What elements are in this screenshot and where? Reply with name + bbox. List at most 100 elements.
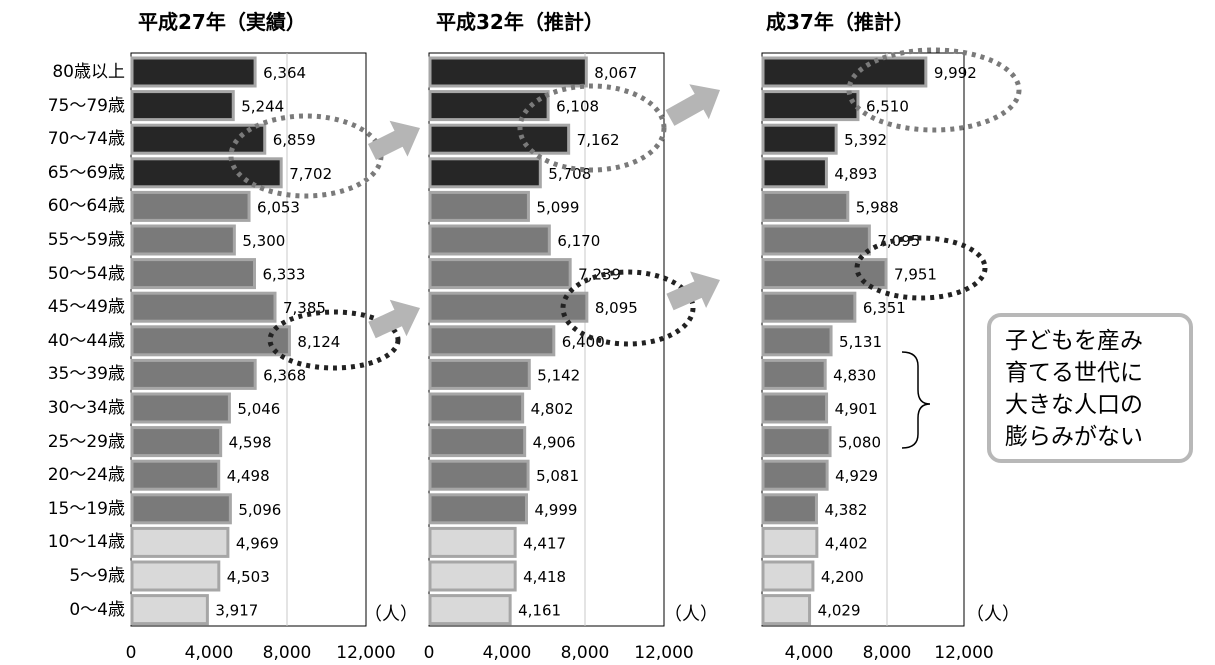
value-label-2-4: 5,988 bbox=[856, 198, 899, 216]
bar-2-10 bbox=[761, 392, 829, 424]
age-label-6: 50〜54歳 bbox=[47, 263, 125, 284]
x-tick-label-0-0: 0 bbox=[126, 643, 137, 661]
bar-0-9 bbox=[130, 358, 257, 390]
x-tick-label-1-3: 12,000 bbox=[634, 643, 693, 661]
bar-2-0 bbox=[761, 56, 928, 88]
value-label-1-2: 7,162 bbox=[577, 131, 620, 149]
age-label-16: 0〜4歳 bbox=[69, 599, 125, 620]
value-label-2-10: 4,901 bbox=[835, 400, 878, 418]
bar-1-5 bbox=[428, 224, 551, 256]
value-label-1-11: 4,906 bbox=[533, 434, 576, 452]
value-label-0-14: 4,969 bbox=[236, 534, 279, 552]
age-label-10: 30〜34歳 bbox=[47, 398, 125, 418]
bar-2-3 bbox=[761, 157, 828, 189]
value-label-0-6: 6,333 bbox=[262, 266, 305, 284]
value-label-0-9: 6,368 bbox=[263, 366, 306, 384]
age-label-12: 20〜24歳 bbox=[47, 465, 125, 486]
bar-1-14 bbox=[428, 526, 517, 558]
bar-0-10 bbox=[130, 392, 231, 424]
bar-0-7 bbox=[130, 291, 277, 323]
bar-1-15 bbox=[428, 560, 517, 592]
age-label-15: 5〜9歳 bbox=[69, 566, 125, 586]
ellipse-h37-50-54 bbox=[854, 235, 988, 301]
bar-1-2 bbox=[428, 123, 571, 155]
bar-0-2 bbox=[130, 123, 267, 155]
bar-2-12 bbox=[761, 459, 829, 491]
value-label-1-4: 5,099 bbox=[536, 198, 579, 216]
value-label-1-14: 4,417 bbox=[523, 534, 566, 552]
value-label-2-9: 4,830 bbox=[833, 366, 876, 384]
value-label-1-0: 8,067 bbox=[594, 64, 637, 82]
value-label-2-12: 4,929 bbox=[835, 467, 878, 485]
bar-2-1 bbox=[761, 90, 860, 122]
bar-1-16 bbox=[428, 594, 512, 626]
bar-2-6 bbox=[761, 258, 888, 290]
age-label-5: 55〜59歳 bbox=[47, 230, 125, 250]
value-label-1-3: 5,708 bbox=[548, 165, 591, 183]
bar-0-6 bbox=[130, 258, 256, 290]
value-label-1-7: 8,095 bbox=[595, 299, 638, 317]
callout-line-4: 膨らみがない bbox=[1005, 424, 1143, 450]
value-label-1-6: 7,239 bbox=[578, 266, 621, 284]
value-label-0-11: 4,598 bbox=[229, 434, 272, 452]
bar-0-12 bbox=[130, 459, 221, 491]
value-label-0-4: 6,053 bbox=[257, 198, 300, 216]
value-label-0-1: 5,244 bbox=[241, 98, 284, 116]
x-tick-label-2-2: 12,000 bbox=[934, 643, 993, 661]
ellipse-h32-75-79 bbox=[517, 83, 667, 173]
bar-1-10 bbox=[428, 392, 525, 424]
age-label-3: 65〜69歳 bbox=[47, 162, 125, 183]
bar-0-1 bbox=[130, 90, 235, 122]
value-label-1-5: 6,170 bbox=[557, 232, 600, 250]
callout-line-3: 大きな人口の bbox=[1005, 392, 1143, 418]
age-label-7: 45〜49歳 bbox=[47, 297, 125, 318]
bar-0-4 bbox=[130, 190, 251, 222]
bar-2-13 bbox=[761, 493, 818, 525]
value-label-0-12: 4,498 bbox=[227, 467, 270, 485]
unit-label-h27: （人） bbox=[364, 604, 418, 625]
bar-1-12 bbox=[428, 459, 530, 491]
bar-0-16 bbox=[130, 594, 209, 626]
ellipse-h32-45-49 bbox=[560, 269, 696, 347]
unit-label-h37: （人） bbox=[966, 604, 1020, 625]
value-label-1-16: 4,161 bbox=[518, 602, 561, 620]
bar-0-11 bbox=[130, 426, 223, 458]
x-tick-label-0-3: 12,000 bbox=[336, 643, 395, 661]
bar-1-3 bbox=[428, 157, 542, 189]
value-label-0-8: 8,124 bbox=[297, 333, 340, 351]
ellipse-h37-80plus bbox=[846, 47, 1022, 133]
value-label-0-15: 4,503 bbox=[227, 568, 270, 586]
value-label-0-13: 5,096 bbox=[238, 501, 281, 519]
value-label-2-3: 4,893 bbox=[834, 165, 877, 183]
arrow-h27-to-h32-lower bbox=[368, 299, 420, 339]
value-label-2-13: 4,382 bbox=[824, 501, 867, 519]
unit-label-h32: （人） bbox=[664, 604, 718, 625]
value-label-1-9: 5,142 bbox=[537, 366, 580, 384]
bar-2-5 bbox=[761, 224, 871, 256]
bar-2-16 bbox=[761, 594, 812, 626]
bar-0-0 bbox=[130, 56, 257, 88]
bar-1-1 bbox=[428, 90, 550, 122]
callout-line-2: 育てる世代に bbox=[1005, 360, 1143, 386]
value-label-2-1: 6,510 bbox=[866, 98, 909, 116]
bar-1-9 bbox=[428, 358, 531, 390]
bar-2-15 bbox=[761, 560, 815, 592]
bar-1-4 bbox=[428, 190, 530, 222]
x-tick-label-1-1: 4,000 bbox=[483, 643, 532, 661]
bar-2-11 bbox=[761, 426, 832, 458]
bar-2-2 bbox=[761, 123, 838, 155]
panel-title-h32: 平成32年（推計） bbox=[436, 10, 604, 34]
value-label-1-8: 6,400 bbox=[562, 333, 605, 351]
age-label-8: 40〜44歳 bbox=[47, 330, 125, 351]
bar-2-9 bbox=[761, 358, 827, 390]
bar-2-8 bbox=[761, 325, 833, 357]
bar-0-15 bbox=[130, 560, 221, 592]
value-label-1-1: 6,108 bbox=[556, 98, 599, 116]
bar-2-4 bbox=[761, 190, 850, 222]
callout-line-1: 子どもを産み bbox=[1005, 328, 1143, 354]
age-label-0: 80歳以上 bbox=[52, 62, 125, 82]
value-label-0-5: 5,300 bbox=[242, 232, 285, 250]
bar-2-14 bbox=[761, 526, 819, 558]
